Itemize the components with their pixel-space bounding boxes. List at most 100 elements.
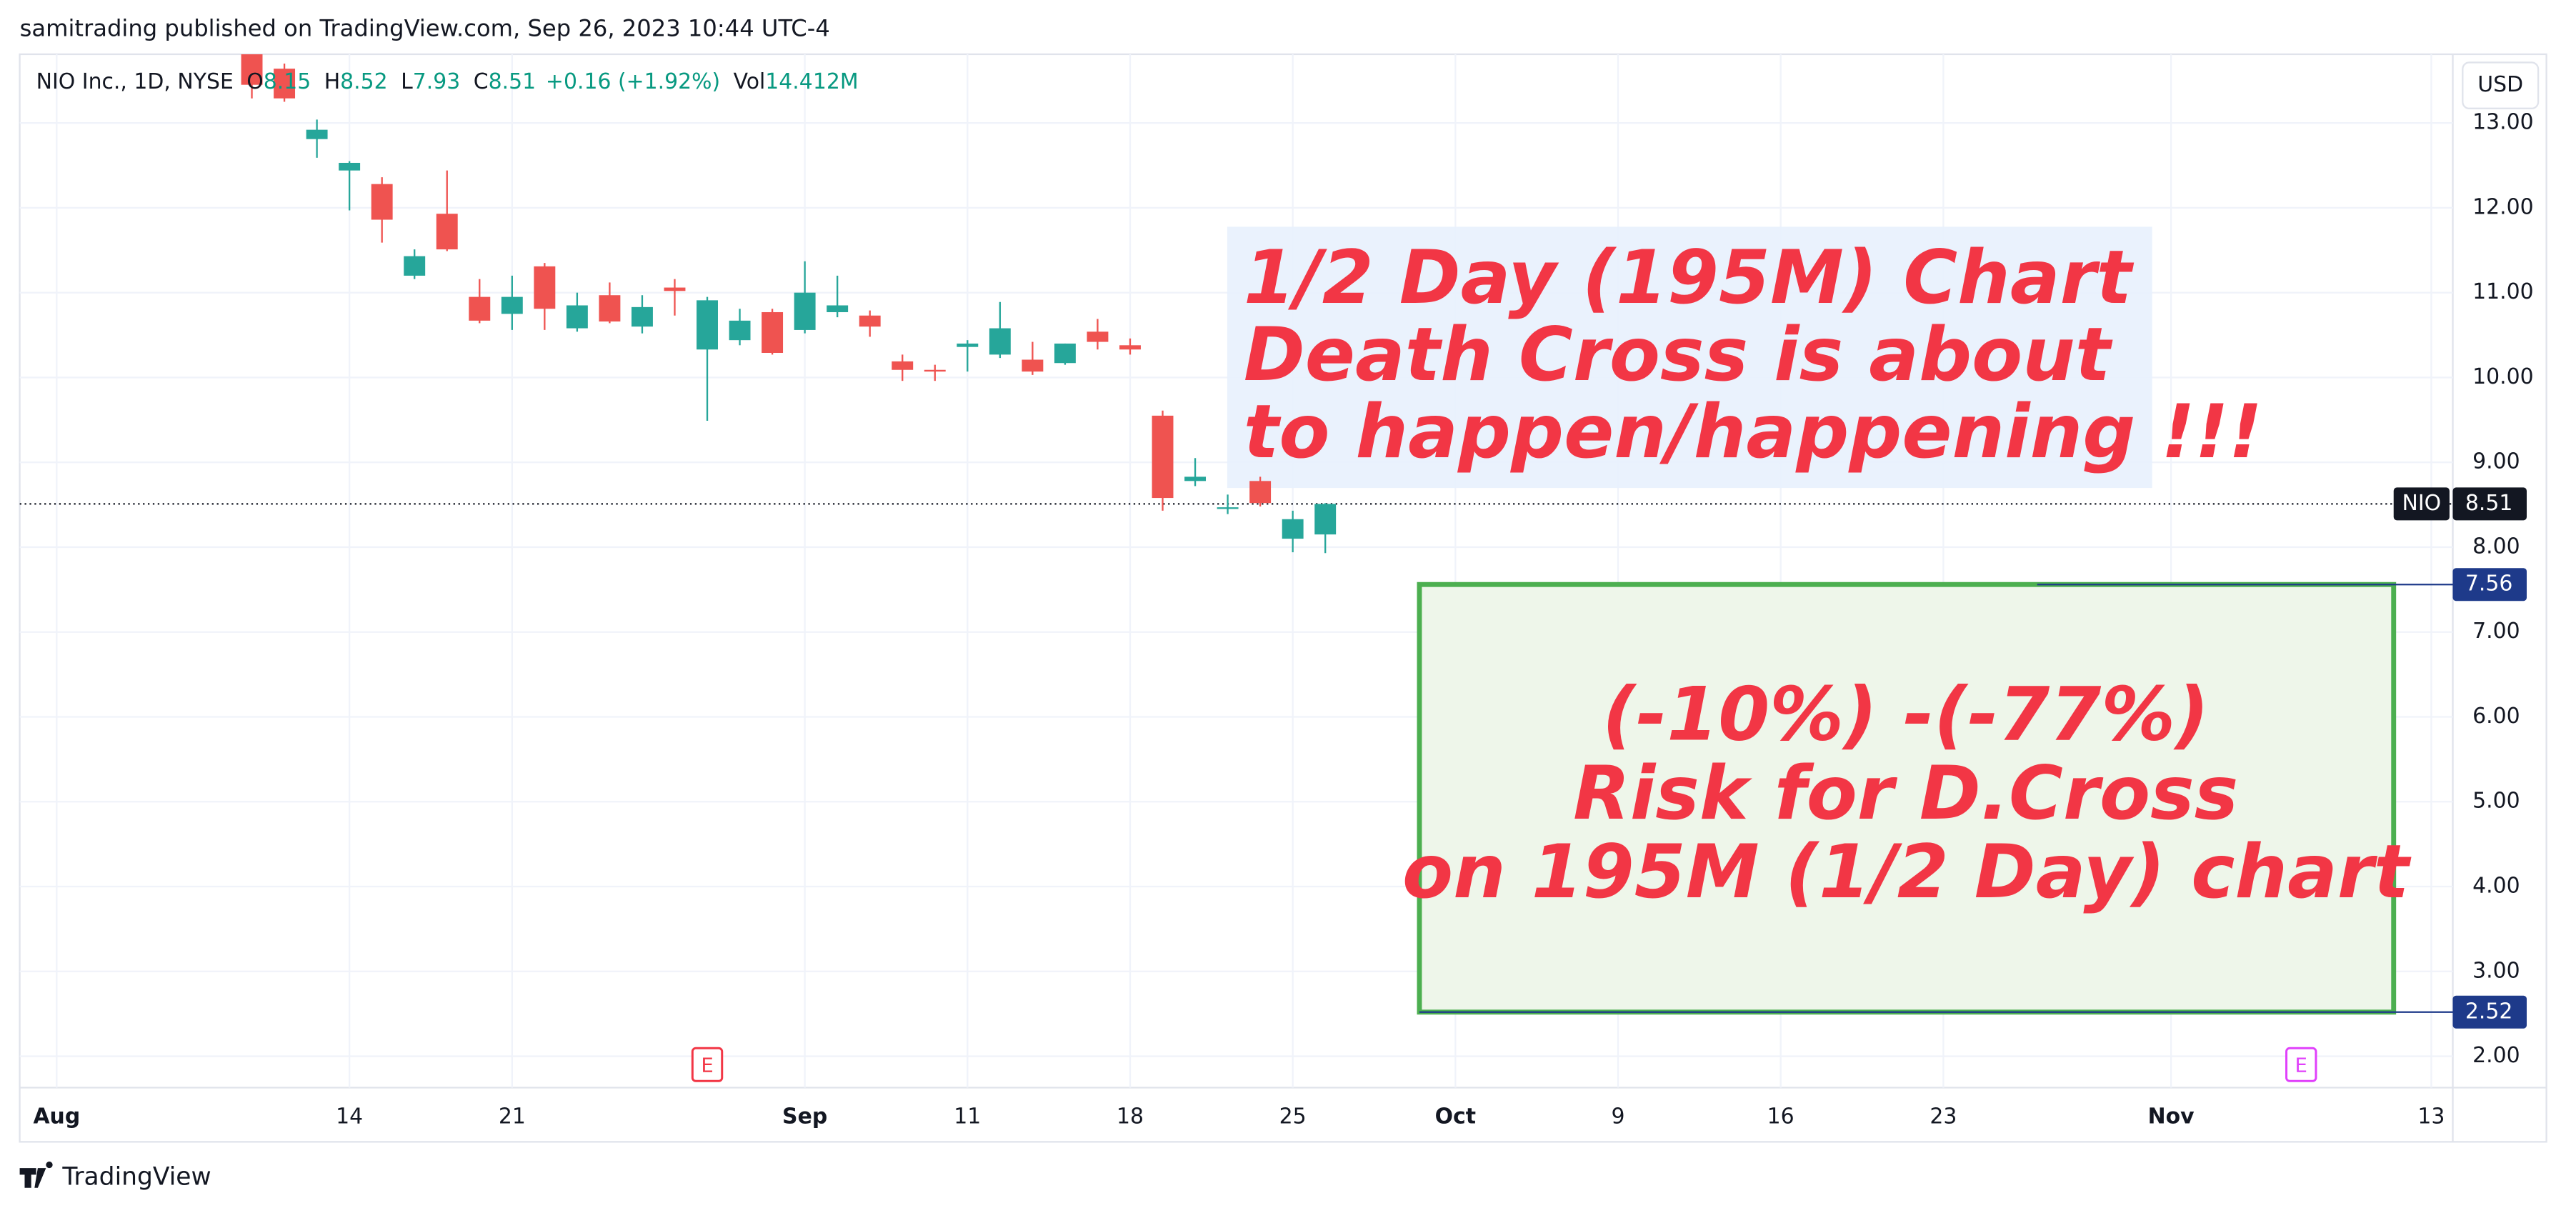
logo: TradingView [19,1161,211,1191]
legend-key: L [401,69,413,94]
event-marker[interactable] [2285,1047,2317,1082]
candle-body [306,129,328,139]
y-tick-label: 3.00 [2472,958,2520,983]
x-tick-label: 25 [1279,1104,1307,1129]
legend-value: 7.93 [413,69,461,94]
candle-body [436,214,458,250]
x-tick-label: 16 [1767,1104,1794,1129]
frame [19,53,2547,1143]
level-label-box [2452,995,2527,1029]
candle-body [371,184,393,220]
symbol-tag: NIO [2402,491,2441,516]
y-tick-label: 5.00 [2472,789,2520,814]
candle-body [1119,345,1141,350]
risk-box [1417,581,2397,1015]
x-tick-label: 11 [954,1104,981,1129]
candle-body [1217,507,1239,509]
candle-body [1022,359,1044,372]
candle-body [631,306,653,327]
y-tick-label: 13.00 [2472,110,2534,135]
legend-value: 14.412M [765,69,858,94]
candle-body [1054,343,1076,364]
y-tick-label: 12.00 [2472,194,2534,219]
candle-body [957,343,979,347]
legend-value: 8.52 [340,69,388,94]
candle-body [859,315,881,327]
legend-change: +0.16 (+1.92%) [546,69,720,94]
legend-key: H [324,69,340,94]
logo-icon [19,1161,53,1188]
x-tick-label: 23 [1929,1104,1957,1129]
y-tick-label: 6.00 [2472,704,2520,729]
level-label-box [2452,568,2527,601]
legend-key: Vol [734,69,766,94]
candle-body [534,266,556,309]
legend: NIO Inc., 1D, NYSE O8.15 H8.52 L7.93 C8.51 +0… [36,69,859,94]
candle-body [241,54,263,85]
candle-body [1152,415,1174,499]
note-text: to happen/happening !!! [1244,389,2262,475]
last-price-label: 8.51 [2465,491,2513,516]
x-tick-label: 13 [2417,1104,2445,1129]
currency-button[interactable]: USD [2462,61,2540,109]
candle-body [794,292,816,330]
candle-body [404,256,426,276]
x-tick-label: Aug [33,1104,80,1129]
legend-key: O [246,69,264,94]
y-tick-label: 4.00 [2472,874,2520,899]
legend-symbol: NIO Inc., 1D, NYSE [36,69,234,94]
symbol-tag-box [2393,487,2450,521]
logo-text: TradingView [61,1162,211,1191]
level-label: 2.52 [2465,999,2513,1024]
candle-body [599,295,621,322]
y-tick-label: 2.00 [2472,1043,2520,1068]
risk-text: (-10%) -(-77%) [1602,672,2209,757]
candle-body [924,369,946,372]
candle-body [1282,519,1304,539]
legend-value: 8.51 [489,69,536,94]
y-tick-label: 10.00 [2472,364,2534,389]
candle-body [989,328,1011,355]
risk-text: on 195M (1/2 Day) chart [1402,829,2412,915]
x-tick-label: 21 [499,1104,526,1129]
note-text: Death Cross is about [1244,312,2113,398]
y-tick-label: 7.00 [2472,619,2520,644]
event-marker[interactable] [691,1047,724,1082]
x-tick-label: 14 [336,1104,363,1129]
note-text: 1/2 Day (195M) Chart [1244,235,2135,321]
header-title: samitrading published on TradingView.com… [20,14,830,41]
last-price-label-box [2452,487,2527,521]
candle-body [566,305,588,329]
legend-key: C [474,69,489,94]
candle-body [1314,504,1337,535]
candle-body [274,69,296,99]
candle-body [469,296,491,321]
candle-body [729,320,751,341]
x-tick-label: 18 [1117,1104,1144,1129]
candle-body [827,305,849,312]
currency-box[interactable] [2462,61,2540,109]
x-tick-label: Oct [1435,1104,1476,1129]
note-box [1227,226,2152,489]
event-label[interactable]: E [2295,1054,2307,1077]
candle-body [892,361,914,370]
x-tick-label: Sep [782,1104,827,1129]
plot [19,54,2453,1015]
candle-body [697,300,718,350]
risk-text: Risk for D.Cross [1573,751,2238,837]
event-label[interactable]: E [701,1054,713,1077]
legend-value: 8.15 [264,69,311,94]
y-tick-label: 9.00 [2472,449,2520,474]
x-tick-label: Nov [2148,1104,2195,1129]
candle-body [1184,476,1207,481]
currency[interactable]: USD [2477,72,2523,97]
level-label: 7.56 [2465,571,2513,596]
candle-body [1249,481,1272,504]
x-tick-label: 9 [1612,1104,1625,1129]
candle-body [664,287,686,291]
candle-body [1087,331,1109,342]
candle-body [762,311,784,353]
